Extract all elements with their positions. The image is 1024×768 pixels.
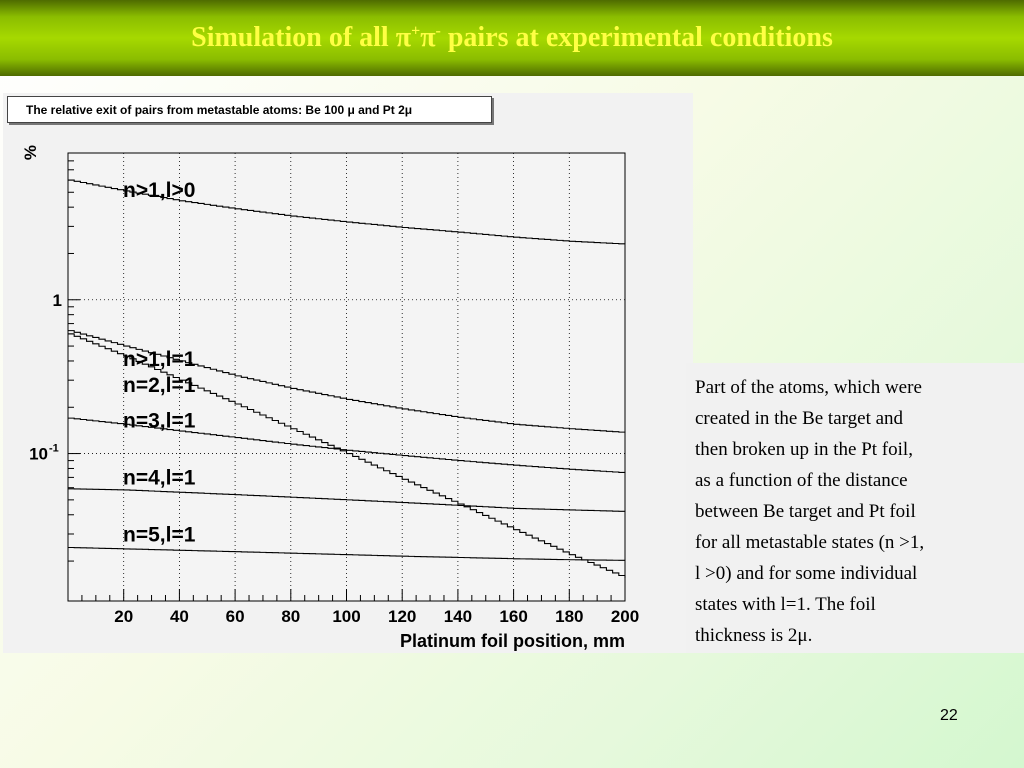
title-part: π — [420, 22, 436, 53]
series-label: n=2,l=1 — [123, 374, 196, 397]
title-part: Simulation of all π — [191, 22, 412, 53]
x-tick-label: 160 — [499, 607, 527, 626]
x-tick-label: 140 — [444, 607, 472, 626]
plot-panel: 20 40 60 80 100 120 140 160 180 200 1 10 -1 Platinum … — [3, 93, 693, 653]
series-label: n>1,l>0 — [123, 179, 195, 202]
series-label: n=3,l=1 — [123, 410, 196, 433]
x-tick-label: 100 — [332, 607, 360, 626]
description-text: Part of the atoms, which were created in… — [695, 377, 925, 646]
x-tick-label: 60 — [226, 607, 245, 626]
page-number: 22 — [940, 707, 958, 724]
chart-title: The relative exit of pairs from metastab… — [7, 96, 492, 123]
x-tick-label: 180 — [555, 607, 583, 626]
title-part: pairs at experimental conditions — [440, 22, 833, 53]
y-tick-label: 1 — [53, 291, 62, 310]
series-line-5 — [68, 488, 626, 512]
x-tick-label: 40 — [170, 607, 189, 626]
y-axis-label: % — [21, 145, 40, 160]
series-label: n=5,l=1 — [123, 524, 196, 547]
y-tick-label-exponent: -1 — [49, 443, 59, 455]
x-tick-label: 120 — [388, 607, 416, 626]
description-box: Part of the atoms, which were created in… — [686, 363, 1024, 653]
slide-title: Simulation of all π+π- pairs at experime… — [0, 22, 1024, 54]
y-tick-label: 10 — [29, 445, 48, 464]
series-line-1 — [68, 179, 626, 245]
chart-svg: 20 40 60 80 100 120 140 160 180 200 1 10 -1 Platinum … — [21, 145, 639, 651]
series-line-4 — [68, 417, 626, 473]
title-superscript-plus: + — [411, 22, 421, 40]
series-label: n=4,l=1 — [123, 467, 196, 490]
series-line-2 — [68, 330, 626, 433]
x-tick-label: 80 — [281, 607, 300, 626]
x-axis-label: Platinum foil position, mm — [400, 631, 625, 651]
title-bar: Simulation of all π+π- pairs at experime… — [0, 0, 1024, 76]
x-tick-label: 200 — [611, 607, 639, 626]
title-superscript-minus: - — [435, 22, 441, 40]
x-tick-label: 20 — [114, 607, 133, 626]
series-line-3 — [68, 333, 626, 579]
series-label: n>1,l=1 — [123, 348, 196, 371]
series-line-6 — [68, 546, 626, 561]
